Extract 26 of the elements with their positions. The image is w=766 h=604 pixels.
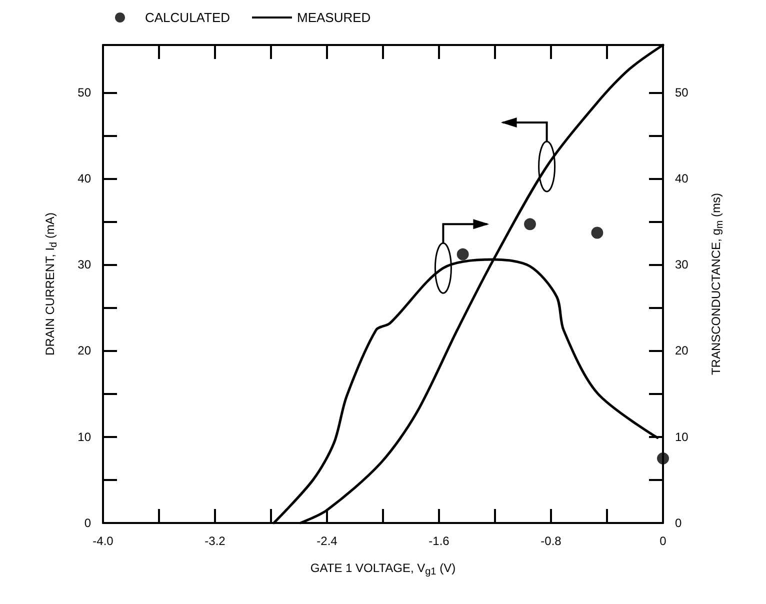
y-tick-label: 0 — [84, 516, 92, 530]
point — [456, 248, 469, 260]
y2-tick-label: 0 — [675, 516, 682, 530]
x-tick-label: -1.6 — [428, 534, 450, 548]
y-tick-label: 10 — [78, 430, 92, 444]
x-tick-label: 0 — [660, 534, 667, 548]
x-tick-label: -4.0 — [92, 534, 114, 548]
x-tick-label: -3.2 — [204, 534, 226, 548]
point — [591, 226, 604, 239]
y2-tick-label: 40 — [675, 171, 689, 186]
y-axis-title: DRAIN CURRENT, Id (mA) — [43, 212, 60, 356]
legend-label: CALCULATED — [145, 10, 230, 25]
point — [524, 218, 536, 230]
y-tick-label: 20 — [78, 344, 92, 358]
x-tick-label: -0.8 — [540, 534, 562, 548]
y-tick-label: 50 — [78, 85, 92, 100]
x-tick-label: -2.4 — [316, 534, 338, 548]
point — [657, 452, 669, 464]
y2-axis-title: TRANSCONDUCTANCE, gm (ms) — [709, 192, 726, 376]
y-tick-label: 30 — [78, 258, 92, 272]
y2-tick-label: 10 — [675, 430, 689, 444]
legend-label: MEASURED — [297, 10, 371, 25]
y2-tick-label: 50 — [675, 85, 689, 100]
y2-tick-label: 20 — [675, 344, 689, 358]
y-tick-label: 40 — [78, 171, 92, 186]
y2-tick-label: 30 — [675, 258, 689, 272]
